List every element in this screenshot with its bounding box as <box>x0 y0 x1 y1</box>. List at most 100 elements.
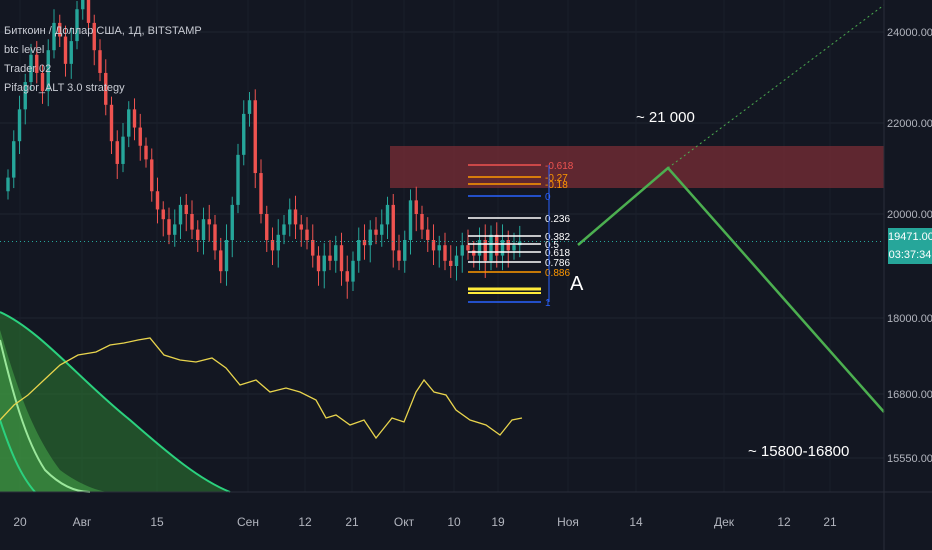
candle-body <box>472 250 476 256</box>
candle-body <box>40 72 45 92</box>
candle-body <box>357 240 361 261</box>
current-price: 19471.00 <box>888 231 932 243</box>
candle-body <box>92 22 96 51</box>
legend-item-trader[interactable]: Trader 02 <box>4 63 52 75</box>
candle-body <box>6 177 10 192</box>
candle-body <box>173 224 177 235</box>
candle-body <box>351 260 355 282</box>
candle-body <box>299 224 303 230</box>
candle-body <box>345 271 349 282</box>
candle-body <box>385 204 390 225</box>
projection-line <box>577 166 885 413</box>
candle-body <box>12 141 16 178</box>
candle-body <box>477 240 482 256</box>
candle-body <box>276 234 280 251</box>
candle-body <box>167 219 171 235</box>
fib-level-label: 0.236 <box>545 214 570 225</box>
candle-body <box>460 245 464 256</box>
candle-body <box>121 136 125 164</box>
legend-title[interactable]: Биткоин / Доллар США, 1Д, BITSTAMP <box>4 25 202 37</box>
x-tick-label: 21 <box>345 515 359 529</box>
bar-countdown: 03:37:34 <box>888 249 932 261</box>
target-up-label: ~ 21 000 <box>636 109 695 126</box>
candle-body <box>23 82 27 110</box>
fib-level-label: 1 <box>545 298 551 309</box>
candle-body <box>431 240 436 251</box>
candle-body <box>506 240 510 251</box>
candle-body <box>155 191 160 210</box>
candle-body <box>339 245 344 272</box>
target-down-label: ~ 15800-16800 <box>748 443 849 460</box>
candle-body <box>29 54 33 83</box>
fib-level-label: 0.886 <box>545 268 570 279</box>
candle-body <box>426 229 430 240</box>
candle-body <box>213 224 217 251</box>
candle-body <box>368 229 372 246</box>
y-tick-label: 22000.00 <box>887 118 932 130</box>
candle-body <box>35 54 39 73</box>
candle-body <box>449 260 453 266</box>
candle-body <box>98 50 102 73</box>
indicator-band-inner <box>0 330 110 492</box>
annotations: ~ 21 000 ~ 15800-16800 A <box>570 109 849 460</box>
candle-body <box>69 41 73 64</box>
candle-body <box>403 240 407 261</box>
indicator-band-outer <box>0 312 230 492</box>
y-tick-label: 20000.00 <box>887 209 932 221</box>
fib-level-label: 0.618 <box>545 248 570 259</box>
legend-item-btc-level[interactable]: btc level <box>4 44 45 56</box>
candle-body <box>230 204 234 240</box>
candle-body <box>242 113 246 155</box>
candle-body <box>391 204 395 251</box>
candlestick-series <box>6 0 522 299</box>
candle-body <box>63 36 68 64</box>
candle-body <box>75 9 79 42</box>
candle-body <box>259 173 263 214</box>
candle-body <box>265 214 269 240</box>
x-tick-label: Авг <box>73 515 92 529</box>
candle-body <box>443 245 447 261</box>
candle-body <box>247 100 252 114</box>
candle-body <box>52 22 56 51</box>
candle-body <box>46 50 50 92</box>
candle-body <box>253 100 257 174</box>
fib-level-label: 0.382 <box>545 232 570 243</box>
candle-body <box>115 141 119 164</box>
x-tick-label: Дек <box>714 515 735 529</box>
resistance-zone-box <box>390 146 884 188</box>
candle-body <box>437 245 441 251</box>
candle-body <box>322 255 326 272</box>
candle-body <box>138 127 142 146</box>
oscillator-polyline <box>0 337 523 440</box>
indicator-line-outer <box>0 311 231 493</box>
candle-body <box>512 245 516 251</box>
y-tick-label: 24000.00 <box>887 27 932 39</box>
fib-level-label: -0.27 <box>545 173 568 184</box>
candle-body <box>81 0 85 10</box>
candle-body <box>500 240 505 256</box>
candle-body <box>454 255 459 266</box>
x-tick-label: 10 <box>447 515 461 529</box>
candle-body <box>495 234 499 256</box>
legend-item-strategy[interactable]: Pifagor_ALT 3.0 strategy <box>4 82 125 94</box>
x-tick-label: Ноя <box>557 515 579 529</box>
candle-body <box>483 240 487 261</box>
candle-body <box>196 229 200 240</box>
candle-body <box>150 159 154 192</box>
candle-body <box>86 0 91 23</box>
current-price-badge: 19471.00 03:37:34 <box>888 228 932 264</box>
x-tick-label: 15 <box>150 515 164 529</box>
x-tick-label: 14 <box>629 515 643 529</box>
candle-body <box>316 255 321 272</box>
fib-level-label: -0.618 <box>545 161 574 172</box>
candle-body <box>109 104 114 142</box>
candle-body <box>144 145 148 160</box>
candle-body <box>161 209 165 220</box>
candle-body <box>362 240 367 246</box>
y-tick-label: 16800.00 <box>887 389 932 401</box>
candle-body <box>414 200 418 214</box>
yellow-oscillator-line <box>0 337 523 440</box>
candle-body <box>127 109 131 137</box>
x-tick-label: 19 <box>491 515 505 529</box>
